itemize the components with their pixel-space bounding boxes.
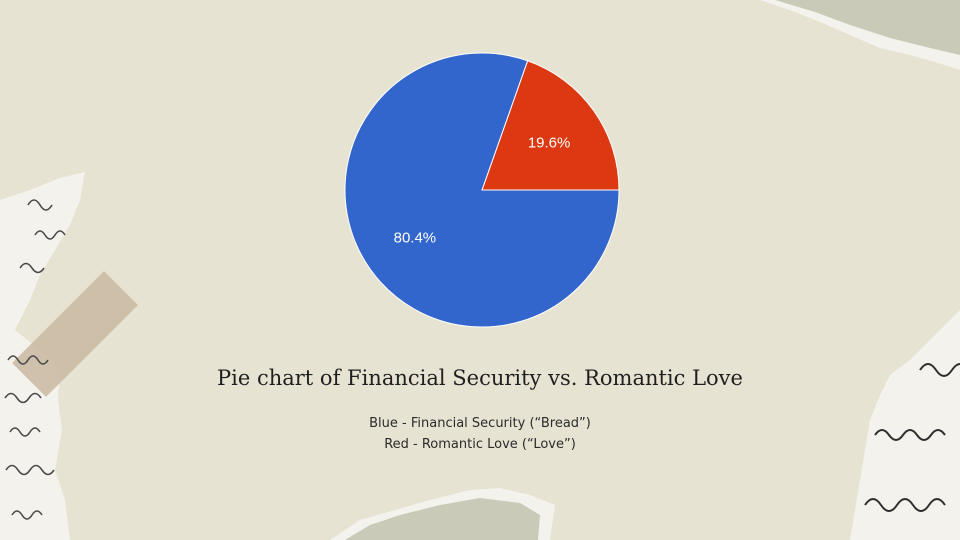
legend-entry-financial-security: Blue - Financial Security (“Bread”) xyxy=(369,416,591,431)
tape-strip xyxy=(12,271,138,397)
slice-financial-security xyxy=(344,52,620,328)
slice-label-financial-security: 80.4% xyxy=(394,229,437,246)
torn-paper-right xyxy=(850,310,960,540)
handwriting-left xyxy=(4,199,66,520)
slice-label-romantic-love: 19.6% xyxy=(528,135,571,152)
pie-chart: 19.6% 80.4% xyxy=(344,52,620,328)
handwriting-right xyxy=(864,363,960,512)
legend-entry-romantic-love: Red - Romantic Love (“Love”) xyxy=(384,437,576,452)
chart-title: Pie chart of Financial Security vs. Roma… xyxy=(217,366,743,390)
